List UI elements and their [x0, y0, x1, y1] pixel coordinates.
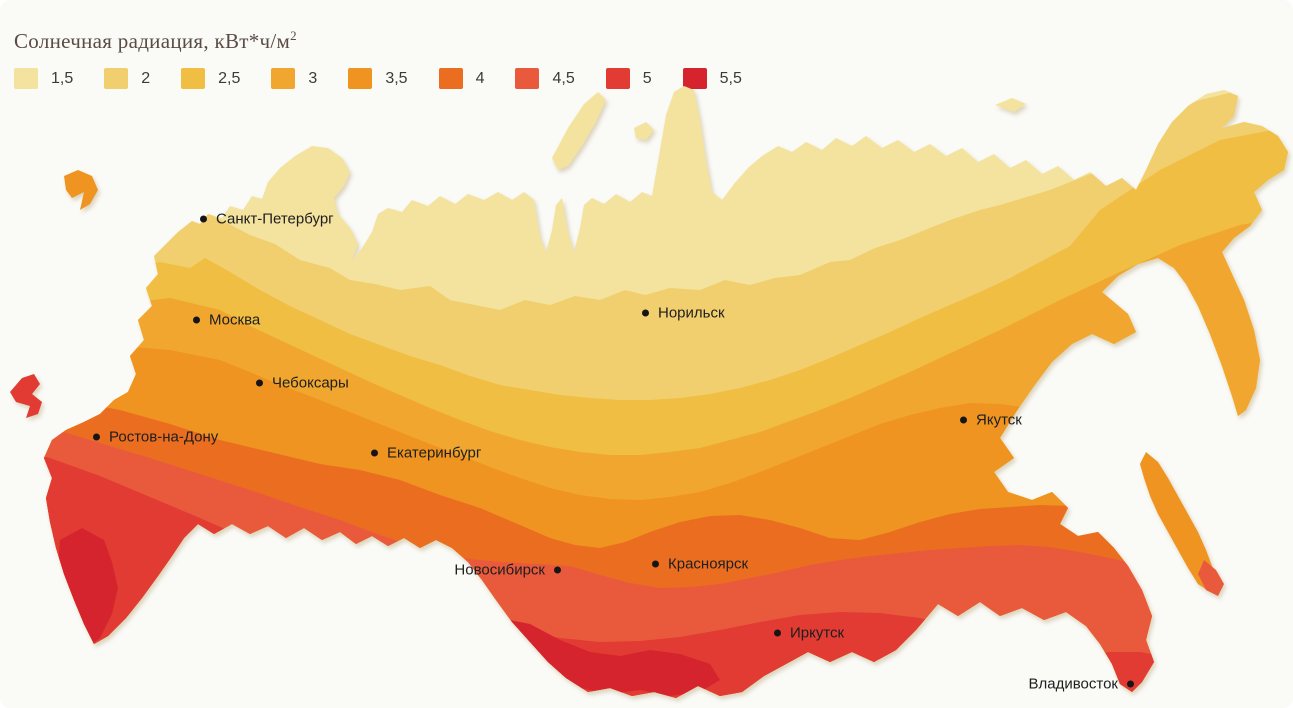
- legend-swatch: [104, 68, 129, 89]
- zone-patch-5-5-caucasus: [58, 528, 118, 646]
- title-text: Солнечная радиация, кВт*ч/м: [14, 29, 291, 53]
- city-dot: [256, 379, 263, 387]
- city-label: Якутск: [976, 411, 1022, 429]
- legend-swatch: [14, 68, 38, 89]
- city-marker-norilsk: Норильск: [642, 305, 725, 322]
- legend-item: 1,5: [14, 68, 73, 89]
- city-label: Красноярск: [668, 555, 749, 573]
- city-marker-ekaterinburg: Екатеринбург: [371, 445, 481, 462]
- legend-swatch: [271, 68, 296, 89]
- legend-value: 3: [308, 69, 318, 87]
- crimea-region: [10, 374, 42, 418]
- city-label: Новосибирск: [454, 561, 545, 579]
- city-label: Ростов-на-Дону: [109, 428, 219, 446]
- page-title: Солнечная радиация, кВт*ч/м2: [14, 28, 297, 54]
- city-marker-sankt-peterburg: Санкт-Петербург: [200, 211, 334, 228]
- city-marker-irkutsk: Иркутск: [774, 625, 844, 642]
- legend-item: 3,5: [348, 68, 408, 89]
- legend-item: 2,5: [181, 68, 240, 89]
- zone-patch-5-5-altai: [470, 618, 720, 696]
- city-dot: [200, 215, 207, 223]
- city-label: Владивосток: [1028, 675, 1118, 693]
- island-novaya-zemlya: [552, 92, 606, 170]
- legend: 1,5 2 2,5 3 3,5 4 4,5 5: [14, 68, 773, 89]
- legend-value: 5,5: [719, 69, 742, 87]
- city-dot: [1127, 680, 1134, 688]
- kaliningrad-region: [64, 170, 98, 210]
- island-sakhalin: [1140, 452, 1218, 592]
- city-label: Иркутск: [790, 624, 845, 642]
- legend-swatch: [348, 68, 373, 89]
- city-label: Санкт-Петербург: [216, 210, 334, 228]
- legend-value: 2: [141, 69, 151, 87]
- city-marker-cheboksary: Чебоксары: [256, 375, 349, 392]
- city-dot: [371, 449, 378, 457]
- city-dot: [554, 566, 561, 574]
- legend-value: 4,5: [552, 69, 575, 87]
- legend-swatch: [605, 68, 630, 89]
- title-superscript: 2: [290, 28, 297, 43]
- city-label: Чебоксары: [272, 374, 349, 392]
- legend-item: 4,5: [515, 68, 575, 89]
- legend-swatch: [682, 68, 707, 89]
- legend-value: 4: [475, 69, 485, 87]
- city-marker-novosibirsk: Новосибирск: [454, 562, 561, 579]
- legend-value: 1,5: [51, 69, 74, 87]
- city-label: Екатеринбург: [387, 444, 482, 462]
- legend-value: 3,5: [385, 69, 408, 87]
- legend-item: 5: [605, 68, 652, 89]
- city-marker-krasnoyarsk: Красноярск: [652, 556, 748, 573]
- city-marker-moskva: Москва: [193, 312, 260, 329]
- city-dot: [193, 316, 200, 324]
- city-label: Норильск: [658, 304, 725, 322]
- legend-item: 4: [438, 68, 485, 89]
- legend-item: 3: [271, 68, 317, 89]
- island-wrangel: [995, 98, 1026, 112]
- island-sakhalin-south-tip: [1198, 560, 1224, 596]
- city-marker-rostov-na-donu: Ростов-на-Дону: [93, 429, 218, 446]
- legend-swatch: [438, 68, 463, 89]
- legend-value: 2,5: [218, 69, 241, 87]
- legend-swatch: [181, 68, 206, 89]
- city-dot: [774, 629, 781, 637]
- legend-item: 5,5: [682, 68, 742, 89]
- city-dot: [642, 309, 649, 317]
- city-dot: [93, 433, 100, 441]
- city-dot: [652, 560, 659, 568]
- legend-item: 2: [104, 68, 150, 89]
- island-small-north: [634, 122, 654, 140]
- city-dot: [960, 416, 967, 424]
- city-marker-vladivostok: Владивосток: [1029, 676, 1134, 693]
- city-label: Москва: [209, 311, 261, 329]
- legend-value: 5: [642, 69, 652, 87]
- city-marker-yakutsk: Якутск: [960, 412, 1022, 429]
- legend-swatch: [515, 68, 540, 89]
